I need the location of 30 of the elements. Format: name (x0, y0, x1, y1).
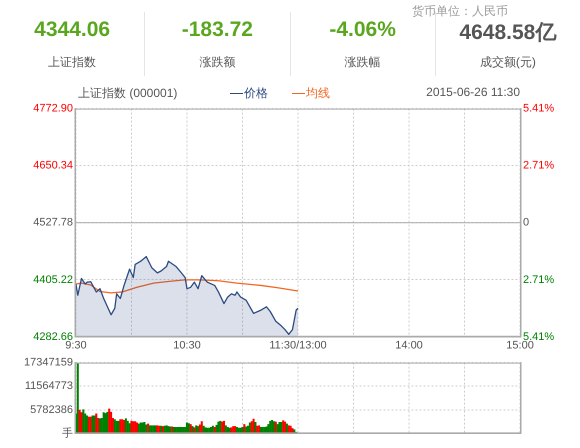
x-tick-label: 15:00 (506, 339, 534, 352)
y-tick-label: 4650.34 (33, 160, 73, 172)
legend-label: 均线 (305, 85, 330, 102)
y2-tick-label: 0 (523, 216, 530, 229)
x-tick-label: 10:30 (173, 339, 201, 352)
text: 4344.06 (33, 18, 112, 43)
text: 涨跌额 (198, 54, 236, 71)
y-tick-label: 4527.78 (33, 216, 73, 229)
text: -183.72 (180, 18, 254, 43)
text: 成交额(元) (478, 54, 537, 71)
text: 涨跌幅 (344, 54, 382, 71)
y2-tick-label: 5.41% (523, 102, 554, 115)
y2-tick-label: 2.71% (523, 274, 554, 286)
x-tick-label: 14:00 (395, 339, 423, 352)
y-tick-label: 5782386 (30, 404, 73, 416)
y-tick-label: 4772.90 (33, 102, 73, 115)
text: -4.06% (328, 18, 397, 43)
y-tick-label: 17347159 (24, 356, 73, 369)
y-tick-label: 手 (62, 426, 73, 440)
y-tick-label: 4405.22 (33, 274, 73, 286)
chart-title: 上证指数 (000001) (78, 85, 178, 102)
text: 货币单位：人民币 (412, 3, 508, 20)
text: 4648.58亿 (458, 20, 558, 46)
x-tick-label: 11:30/13:00 (269, 339, 327, 352)
y-tick-label: 11564773 (24, 380, 73, 392)
text: 上证指数 (47, 54, 98, 71)
y2-tick-label: 2.71% (523, 160, 554, 172)
legend-label: 价格 (243, 85, 268, 102)
x-tick-label: 9:30 (65, 339, 87, 352)
chart-subtitle: 2015-06-26 11:30 (426, 85, 520, 99)
